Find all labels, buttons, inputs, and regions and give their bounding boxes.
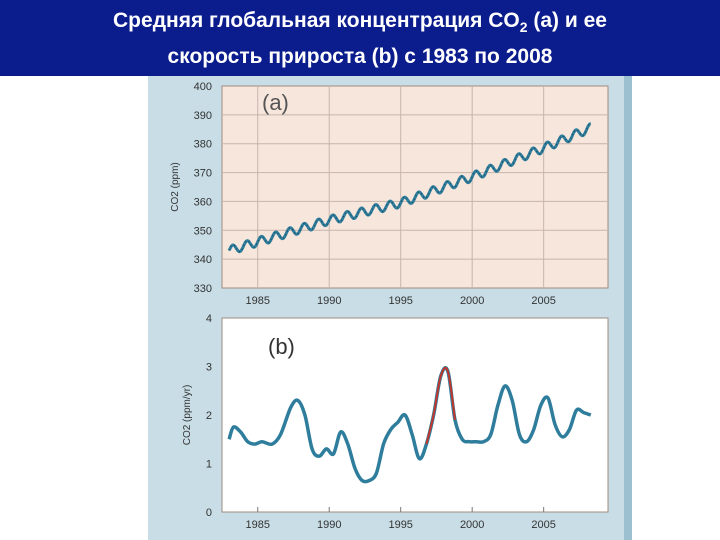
co2-concentration-points [228, 123, 591, 253]
x-tick-label: 1985 [245, 519, 269, 531]
y-tick-label: 340 [194, 254, 212, 266]
growth-rate-peak-segment [425, 366, 456, 445]
x-tick-label: 1990 [317, 295, 341, 307]
x-tick-label: 2005 [531, 519, 555, 531]
y-tick-label: 0 [206, 507, 212, 519]
title-line-1-suffix: (a) и ее [527, 9, 607, 32]
x-tick-label: 2005 [531, 295, 555, 307]
y-axis-label-a: CO2 (ppm) [170, 162, 181, 211]
y-axis-label-b: CO2 (ppm/yr) [182, 385, 193, 446]
y-tick-label: 2 [206, 410, 212, 422]
y-tick-label: 350 [194, 225, 212, 237]
y-ticks-a: 330 340 350 360 370 380 390 400 [194, 81, 212, 295]
y-tick-label: 390 [194, 110, 212, 122]
y-tick-label: 400 [194, 81, 212, 93]
co2-growth-rate-line [227, 366, 592, 484]
y-tick-label: 370 [194, 168, 212, 180]
y-tick-label: 330 [194, 283, 212, 295]
x-tick-label: 2000 [460, 519, 484, 531]
title-line-1-text: Средняя глобальная концентрация CO [113, 9, 520, 32]
x-tick-label: 1985 [245, 295, 269, 307]
x-tick-label: 1995 [388, 519, 412, 531]
panel-a: 330 340 350 360 370 380 390 400 1985 1990 1995 200… [170, 81, 609, 307]
y-tick-label: 1 [206, 459, 212, 471]
x-ticks-a: 1985 1990 1995 2000 2005 [245, 295, 555, 307]
x-tick-label: 1995 [388, 295, 412, 307]
title-subscript: 2 [519, 19, 528, 36]
plot-area-a [221, 85, 609, 289]
y-tick-label: 380 [194, 139, 212, 151]
y-tick-label: 360 [194, 196, 212, 208]
figure-right-stripe [624, 76, 632, 540]
panel-b: 0 1 2 3 4 1985 1990 1995 2000 2005 (b) CO2 (ppm/… [182, 313, 609, 531]
panel-label-a: (a) [262, 90, 289, 115]
title-line-2: скорость прироста (b) с 1983 по 2008 [167, 45, 553, 69]
title-line-1: Средняя глобальная концентрация CO2 (a) … [0, 6, 720, 42]
x-tick-label: 2000 [460, 295, 484, 307]
y-tick-label: 3 [206, 362, 212, 374]
x-tick-label: 1990 [317, 519, 341, 531]
slide-title: Средняя глобальная концентрация CO2 (a) … [0, 0, 720, 76]
y-tick-label: 4 [206, 313, 212, 325]
gridlines-a [222, 86, 608, 288]
y-ticks-b: 0 1 2 3 4 [206, 313, 212, 519]
x-ticks-b: 1985 1990 1995 2000 2005 [245, 507, 556, 531]
panel-label-b: (b) [268, 334, 295, 359]
